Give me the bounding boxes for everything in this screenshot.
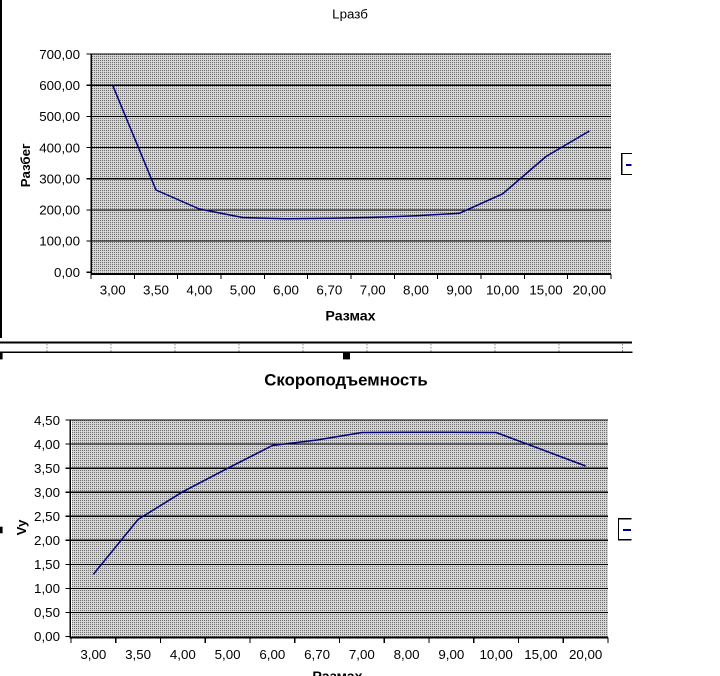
svg-text:300,00: 300,00: [39, 171, 80, 186]
svg-text:Lразб: Lразб: [332, 6, 368, 21]
svg-text:20,00: 20,00: [569, 647, 602, 662]
svg-text:100,00: 100,00: [39, 234, 80, 249]
svg-text:4,00: 4,00: [34, 437, 60, 452]
svg-text:6,00: 6,00: [273, 282, 299, 297]
svg-text:3,50: 3,50: [143, 282, 169, 297]
svg-text:6,70: 6,70: [316, 282, 342, 297]
svg-text:6,70: 6,70: [304, 647, 330, 662]
svg-text:Размах: Размах: [312, 669, 362, 676]
svg-text:15,00: 15,00: [529, 282, 562, 297]
svg-text:5,00: 5,00: [215, 647, 241, 662]
svg-text:1,00: 1,00: [34, 581, 60, 596]
svg-text:9,00: 9,00: [446, 282, 472, 297]
svg-text:0,50: 0,50: [34, 605, 60, 620]
svg-text:8,00: 8,00: [394, 647, 420, 662]
svg-text:700,00: 700,00: [39, 47, 80, 62]
svg-text:Vy: Vy: [14, 519, 29, 535]
svg-text:4,50: 4,50: [34, 413, 60, 428]
svg-text:9,00: 9,00: [438, 647, 464, 662]
svg-text:8,00: 8,00: [403, 282, 429, 297]
svg-text:3,00: 3,00: [100, 282, 126, 297]
svg-text:5,00: 5,00: [230, 282, 256, 297]
svg-text:0,00: 0,00: [54, 265, 80, 280]
svg-text:3,00: 3,00: [80, 647, 106, 662]
svg-text:7,00: 7,00: [360, 282, 386, 297]
svg-text:400,00: 400,00: [39, 140, 80, 155]
svg-text:500,00: 500,00: [39, 109, 80, 124]
svg-text:200,00: 200,00: [39, 203, 80, 218]
svg-text:600,00: 600,00: [39, 78, 80, 93]
svg-text:6,00: 6,00: [259, 647, 285, 662]
svg-text:Размах: Размах: [325, 309, 375, 325]
svg-text:20,00: 20,00: [573, 282, 606, 297]
svg-text:2,50: 2,50: [34, 509, 60, 524]
svg-text:15,00: 15,00: [524, 647, 557, 662]
svg-text:3,00: 3,00: [34, 485, 60, 500]
svg-text:4,00: 4,00: [186, 282, 212, 297]
svg-text:3,50: 3,50: [125, 647, 151, 662]
svg-text:Разбег: Разбег: [18, 143, 33, 187]
svg-text:2,00: 2,00: [34, 533, 60, 548]
svg-text:1,50: 1,50: [34, 557, 60, 572]
svg-text:7,00: 7,00: [349, 647, 375, 662]
svg-text:10,00: 10,00: [486, 282, 519, 297]
svg-text:0,00: 0,00: [34, 629, 60, 644]
svg-text:4,00: 4,00: [170, 647, 196, 662]
svg-text:10,00: 10,00: [479, 647, 512, 662]
svg-text:Скороподъемность: Скороподъемность: [264, 370, 427, 389]
svg-text:3,50: 3,50: [34, 461, 60, 476]
